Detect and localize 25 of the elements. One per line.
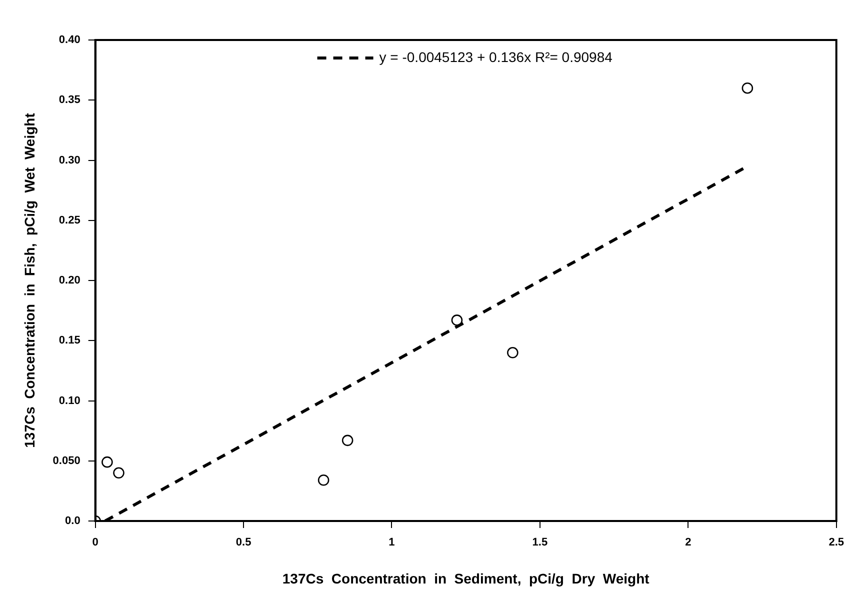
x-tick-label: 0 xyxy=(92,536,98,549)
y-tick-label: 0.30 xyxy=(58,154,80,166)
legend-label: y = -0.0045123 + 0.136x R²= 0.90984 xyxy=(379,48,613,65)
point xyxy=(342,434,354,446)
x-tick-label: 0.5 xyxy=(236,536,252,549)
x-tick-label: 1.5 xyxy=(532,536,548,549)
x-tick-label: 1 xyxy=(388,536,395,549)
x-tick-label: 2.5 xyxy=(828,536,844,549)
point xyxy=(113,467,124,479)
y-tick-label: 0.10 xyxy=(58,394,80,407)
y-tick-label: 0.20 xyxy=(58,274,80,287)
y-tick-label: 0.40 xyxy=(58,34,80,46)
x-tick-label: 2 xyxy=(685,536,692,549)
point xyxy=(507,347,518,358)
x-axis-title: 137Cs Concentration in Sediment, pCi/g Dry Weight xyxy=(282,570,650,586)
y-tick-label: 0.35 xyxy=(58,94,80,106)
point xyxy=(102,456,113,468)
y-axis-title: 137Cs Concentration in Fish, pCi/g Wet Weight xyxy=(21,112,38,448)
point xyxy=(451,314,463,326)
point xyxy=(318,474,330,486)
y-tick-label: 0.050 xyxy=(52,454,80,467)
y-tick-label: 0.25 xyxy=(58,214,80,226)
point xyxy=(742,82,754,94)
y-tick-label: 0.0 xyxy=(65,515,80,528)
y-tick-label: 0.15 xyxy=(58,334,80,347)
